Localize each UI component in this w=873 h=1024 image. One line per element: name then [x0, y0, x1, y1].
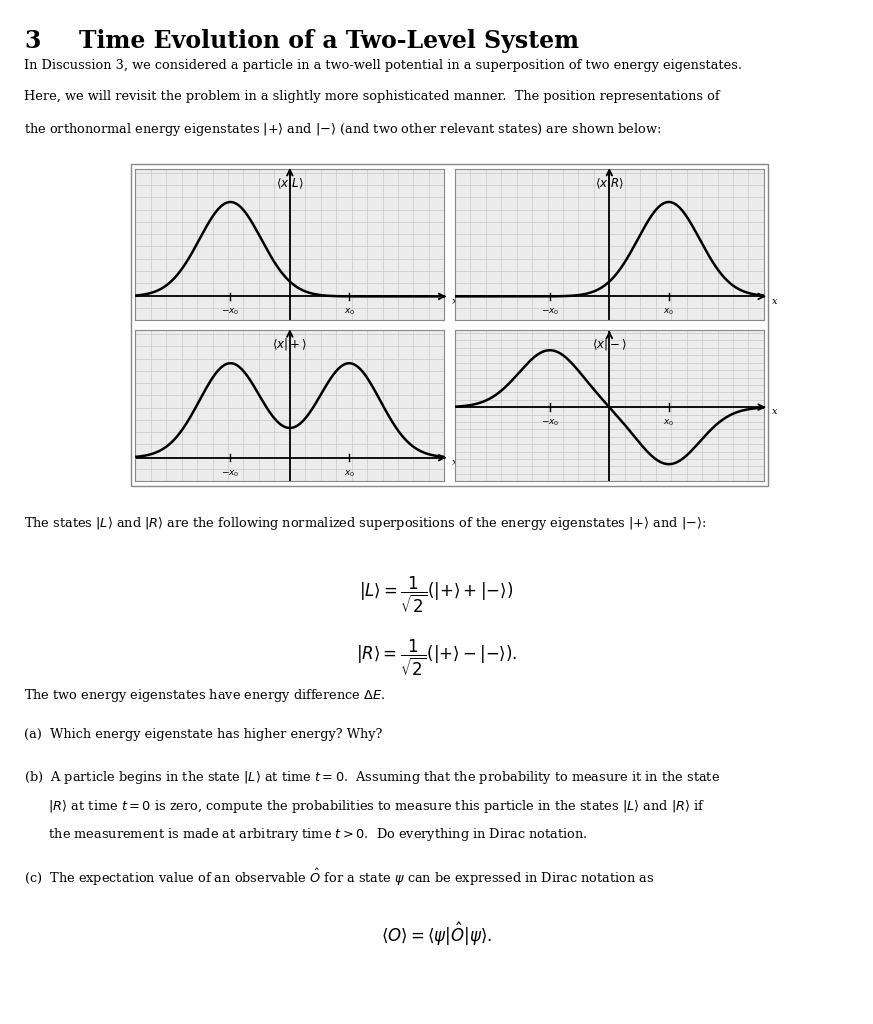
Text: $\langle x | - \rangle$: $\langle x | - \rangle$: [592, 336, 627, 352]
Text: the measurement is made at arbitrary time $t > 0$.  Do everything in Dirac notat: the measurement is made at arbitrary tim…: [24, 826, 588, 844]
Text: $-x_0$: $-x_0$: [221, 468, 240, 479]
Text: (c)  The expectation value of an observable $\hat{O}$ for a state $\psi$ can be : (c) The expectation value of an observab…: [24, 867, 655, 889]
Text: Here, we will revisit the problem in a slightly more sophisticated manner.  The : Here, we will revisit the problem in a s…: [24, 90, 720, 103]
Text: In Discussion 3, we considered a particle in a two-well potential in a superposi: In Discussion 3, we considered a particl…: [24, 59, 742, 73]
Text: $x_0$: $x_0$: [663, 307, 674, 317]
Text: $\langle x | L \rangle$: $\langle x | L \rangle$: [276, 175, 304, 191]
Text: x: x: [452, 297, 457, 305]
Text: $|R\rangle = \dfrac{1}{\sqrt{2}}(|{+}\rangle - |{-}\rangle).$: $|R\rangle = \dfrac{1}{\sqrt{2}}(|{+}\ra…: [356, 638, 517, 678]
Text: (a)  Which energy eigenstate has higher energy? Why?: (a) Which energy eigenstate has higher e…: [24, 728, 383, 741]
Text: $\langle x | R \rangle$: $\langle x | R \rangle$: [595, 175, 624, 191]
Text: x: x: [452, 458, 457, 467]
Text: $-x_0$: $-x_0$: [540, 418, 560, 428]
Text: $x_0$: $x_0$: [344, 307, 354, 317]
Text: x: x: [772, 408, 777, 417]
Text: $-x_0$: $-x_0$: [540, 307, 560, 317]
Text: $|L\rangle = \dfrac{1}{\sqrt{2}}(|{+}\rangle + |{-}\rangle)$: $|L\rangle = \dfrac{1}{\sqrt{2}}(|{+}\ra…: [360, 574, 513, 614]
Text: (b)  A particle begins in the state $|L\rangle$ at time $t = 0$.  Assuming that : (b) A particle begins in the state $|L\r…: [24, 769, 720, 786]
Text: The states $|L\rangle$ and $|R\rangle$ are the following normalized superpositio: The states $|L\rangle$ and $|R\rangle$ a…: [24, 515, 706, 532]
Text: $x_0$: $x_0$: [344, 468, 354, 479]
Text: the orthonormal energy eigenstates $|{+}\rangle$ and $|{-}\rangle$ (and two othe: the orthonormal energy eigenstates $|{+}…: [24, 121, 662, 138]
Text: The two energy eigenstates have energy difference $\Delta E$.: The two energy eigenstates have energy d…: [24, 687, 386, 705]
Text: $|R\rangle$ at time $t = 0$ is zero, compute the probabilities to measure this p: $|R\rangle$ at time $t = 0$ is zero, com…: [24, 798, 705, 815]
Text: x: x: [772, 297, 777, 305]
Text: $\langle x | + \rangle$: $\langle x | + \rangle$: [272, 336, 307, 352]
Text: $\langle O \rangle = \langle \psi | \hat{O} | \psi \rangle.$: $\langle O \rangle = \langle \psi | \hat…: [381, 921, 492, 948]
Text: $x_0$: $x_0$: [663, 418, 674, 428]
Text: $-x_0$: $-x_0$: [221, 307, 240, 317]
Text: Time Evolution of a Two-Level System: Time Evolution of a Two-Level System: [79, 29, 579, 52]
Text: 3: 3: [24, 29, 41, 52]
